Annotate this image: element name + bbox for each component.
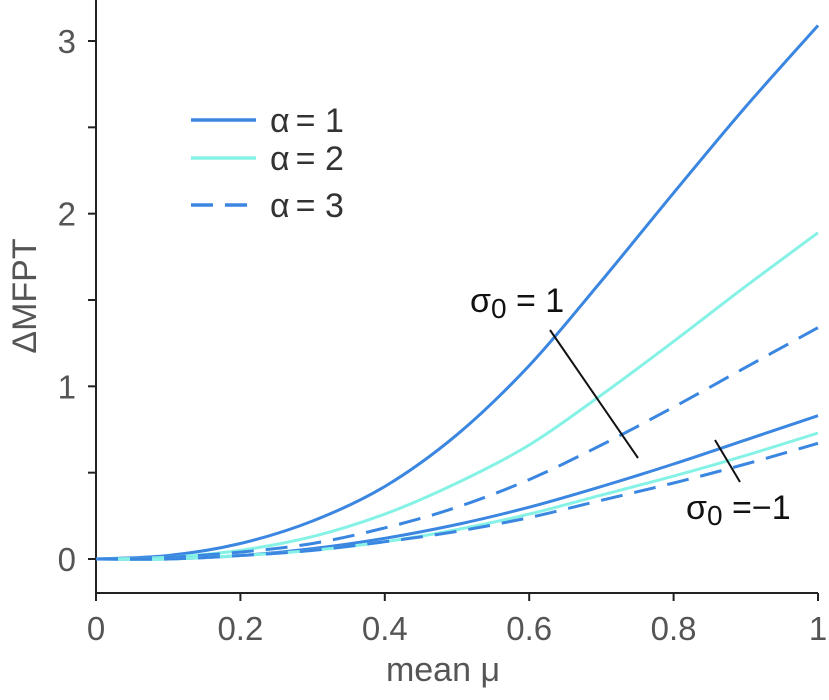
legend-label-3: α = 3: [270, 187, 344, 225]
x-tick-label: 1: [809, 610, 827, 647]
tick-labels-group: 0 0.2 0.4 0.6 0.8 1 0 1 2 3: [58, 23, 828, 647]
y-tick-label: 0: [58, 541, 76, 578]
x-tick-label: 0.6: [506, 610, 552, 647]
ticks-group: [88, 40, 819, 601]
legend-value-1: = 1: [296, 102, 344, 140]
legend-label-1: α = 1: [270, 102, 344, 140]
x-axis-title: mean μ: [386, 651, 500, 689]
y-tick-label: 1: [58, 368, 76, 405]
legend-alpha-3: α: [270, 187, 290, 225]
annotation-sigma-minus: σ0 =−1: [686, 439, 791, 531]
legend-alpha-2: α: [270, 140, 290, 178]
legend-value-2: = 2: [296, 140, 344, 178]
annotation-sigma-plus-pointer: [549, 329, 639, 459]
x-tick-label: 0.4: [362, 610, 408, 647]
series-line-6: [95, 441, 819, 561]
annotation-sigma-minus-label: σ0 =−1: [686, 489, 791, 531]
annotation-sigma-plus: σ0 = 1: [470, 282, 639, 459]
legend-value-3: = 3: [296, 187, 344, 225]
legend-alpha-1: α: [270, 102, 290, 140]
y-tick-label: 3: [58, 23, 76, 60]
annotation-sigma-plus-label: σ0 = 1: [470, 282, 564, 324]
x-tick-label: 0: [87, 610, 105, 647]
x-tick-label: 0.8: [651, 610, 697, 647]
series-group: [95, 24, 820, 561]
y-axis-title: ΔMFPT: [6, 238, 44, 353]
series-line-1: [95, 24, 820, 561]
series-line-4: [95, 414, 819, 561]
y-tick-label: 2: [58, 196, 76, 233]
legend: α = 1 α = 2 α = 3: [191, 102, 344, 225]
series-line-2: [95, 231, 819, 561]
legend-label-2: α = 2: [270, 140, 344, 178]
x-tick-label: 0.2: [217, 610, 263, 647]
annotation-sigma-minus-pointer: [714, 439, 741, 483]
